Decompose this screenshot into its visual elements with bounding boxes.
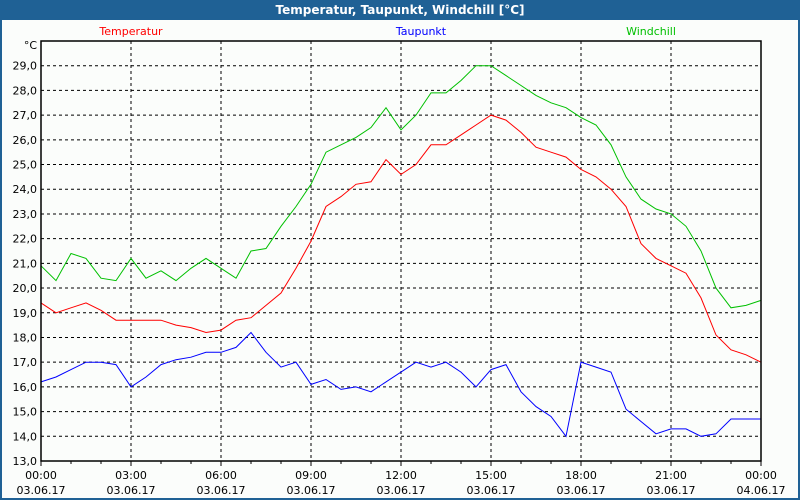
x-tick-date: 03.06.17: [377, 484, 426, 497]
chart-panel: [2, 20, 798, 498]
y-tick-label: 24,0: [13, 183, 38, 196]
y-tick-label: 16,0: [13, 381, 38, 394]
x-tick-time: 12:00: [385, 469, 417, 482]
series-line-windchill: [40, 65, 762, 309]
legend-temperatur: Temperatur: [98, 25, 163, 38]
x-tick-time: 03:00: [115, 469, 147, 482]
y-tick-label: 21,0: [13, 257, 38, 270]
y-tick-label: 28,0: [13, 84, 38, 97]
y-tick-label: 13,0: [13, 455, 38, 468]
y-tick-label: 15,0: [13, 406, 38, 419]
series-line-taupunkt: [40, 331, 761, 438]
y-tick-label: 19,0: [13, 307, 38, 320]
y-tick-label: 18,0: [13, 331, 38, 344]
plot-frame: [40, 40, 762, 462]
x-tick-date: 03.06.17: [17, 484, 66, 497]
x-tick-time: 06:00: [205, 469, 237, 482]
x-tick-time: 00:00: [25, 469, 57, 482]
y-tick-label: 27,0: [13, 109, 38, 122]
x-tick-date: 03.06.17: [197, 484, 246, 497]
x-tick-date: 04.06.17: [737, 484, 786, 497]
x-tick-time: 21:00: [655, 469, 687, 482]
y-tick-label: 14,0: [13, 430, 38, 443]
x-tick-time: 15:00: [475, 469, 507, 482]
y-tick-label: 25,0: [13, 159, 38, 172]
x-tick-date: 03.06.17: [107, 484, 156, 497]
y-tick-label: 20,0: [13, 282, 38, 295]
window-title: Temperatur, Taupunkt, Windchill [°C]: [275, 3, 525, 17]
y-tick-label: 23,0: [13, 208, 38, 221]
legend-taupunkt: Taupunkt: [395, 25, 447, 38]
legend-windchill: Windchill: [626, 25, 676, 38]
y-tick-label: 26,0: [13, 134, 38, 147]
x-tick-time: 18:00: [565, 469, 597, 482]
series-line-temperatur: [40, 114, 762, 363]
x-tick-date: 03.06.17: [557, 484, 606, 497]
x-tick-date: 03.06.17: [287, 484, 336, 497]
y-tick-label: 29,0: [13, 60, 38, 73]
y-tick-label: 22,0: [13, 233, 38, 246]
y-axis-unit: °C: [24, 39, 38, 52]
x-tick-time: 00:00: [745, 469, 777, 482]
x-tick-time: 09:00: [295, 469, 327, 482]
x-tick-date: 03.06.17: [467, 484, 516, 497]
x-tick-date: 03.06.17: [647, 484, 696, 497]
y-tick-label: 17,0: [13, 356, 38, 369]
